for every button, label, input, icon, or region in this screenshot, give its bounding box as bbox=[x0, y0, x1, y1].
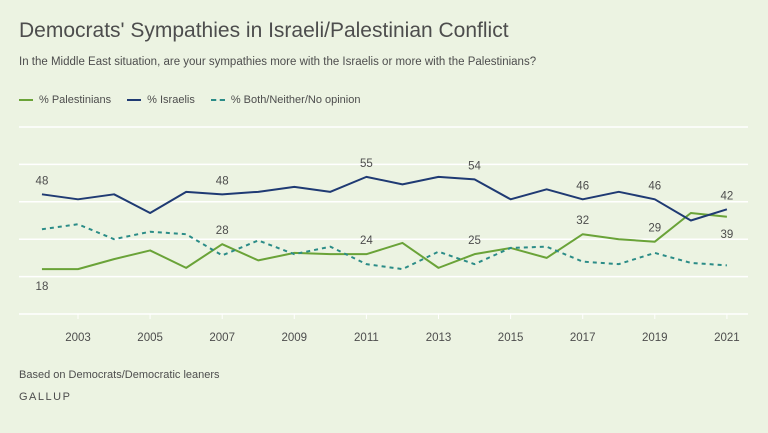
x-tick-label: 2011 bbox=[354, 332, 379, 344]
data-label: 25 bbox=[468, 235, 481, 247]
chart-legend: % Palestinians % Israelis % Both/Neither… bbox=[19, 94, 376, 106]
legend-item-both-neither: % Both/Neither/No opinion bbox=[210, 94, 361, 106]
chart-subtitle: In the Middle East situation, are your s… bbox=[19, 56, 537, 68]
legend-label-palestinians: % Palestinians bbox=[39, 94, 112, 106]
chart-footnote: Based on Democrats/Democratic leaners bbox=[19, 369, 220, 381]
data-label: 28 bbox=[216, 225, 229, 237]
legend-label-both-neither: % Both/Neither/No opinion bbox=[230, 94, 361, 106]
x-tick-label: 2013 bbox=[426, 332, 452, 344]
legend-swatch-both-neither bbox=[210, 99, 225, 101]
data-label: 42 bbox=[721, 190, 734, 202]
chart-title: Democrats' Sympathies in Israeli/Palesti… bbox=[19, 19, 509, 42]
data-label: 55 bbox=[360, 158, 373, 170]
x-tick-label: 2009 bbox=[282, 332, 308, 344]
legend-swatch-palestinians bbox=[19, 99, 33, 101]
x-tick-label: 2003 bbox=[65, 332, 91, 344]
data-label: 48 bbox=[216, 175, 229, 187]
data-label: 29 bbox=[648, 223, 661, 235]
data-label: 18 bbox=[36, 281, 49, 293]
legend-item-palestinians: % Palestinians bbox=[19, 94, 111, 106]
x-tick-label: 2007 bbox=[209, 332, 235, 344]
data-label: 46 bbox=[648, 180, 661, 192]
x-tick-label: 2019 bbox=[642, 332, 668, 344]
data-label: 24 bbox=[360, 235, 373, 247]
x-tick-label: 2015 bbox=[498, 332, 524, 344]
data-label: 54 bbox=[468, 160, 481, 172]
data-label: 32 bbox=[576, 215, 589, 227]
data-label: 39 bbox=[721, 229, 734, 241]
data-label: 46 bbox=[576, 180, 589, 192]
x-tick-label: 2017 bbox=[570, 332, 596, 344]
x-tick-label: 2005 bbox=[137, 332, 163, 344]
series-line-2 bbox=[41, 223, 727, 271]
legend-label-israelis: % Israelis bbox=[147, 94, 195, 106]
series-line-1 bbox=[41, 175, 728, 222]
series-line-0 bbox=[41, 212, 728, 271]
source-label: GALLUP bbox=[19, 391, 72, 403]
x-tick-label: 2021 bbox=[714, 332, 740, 344]
legend-swatch-israelis bbox=[127, 99, 142, 101]
legend-item-israelis: % Israelis bbox=[127, 94, 195, 106]
data-label: 48 bbox=[36, 175, 49, 187]
